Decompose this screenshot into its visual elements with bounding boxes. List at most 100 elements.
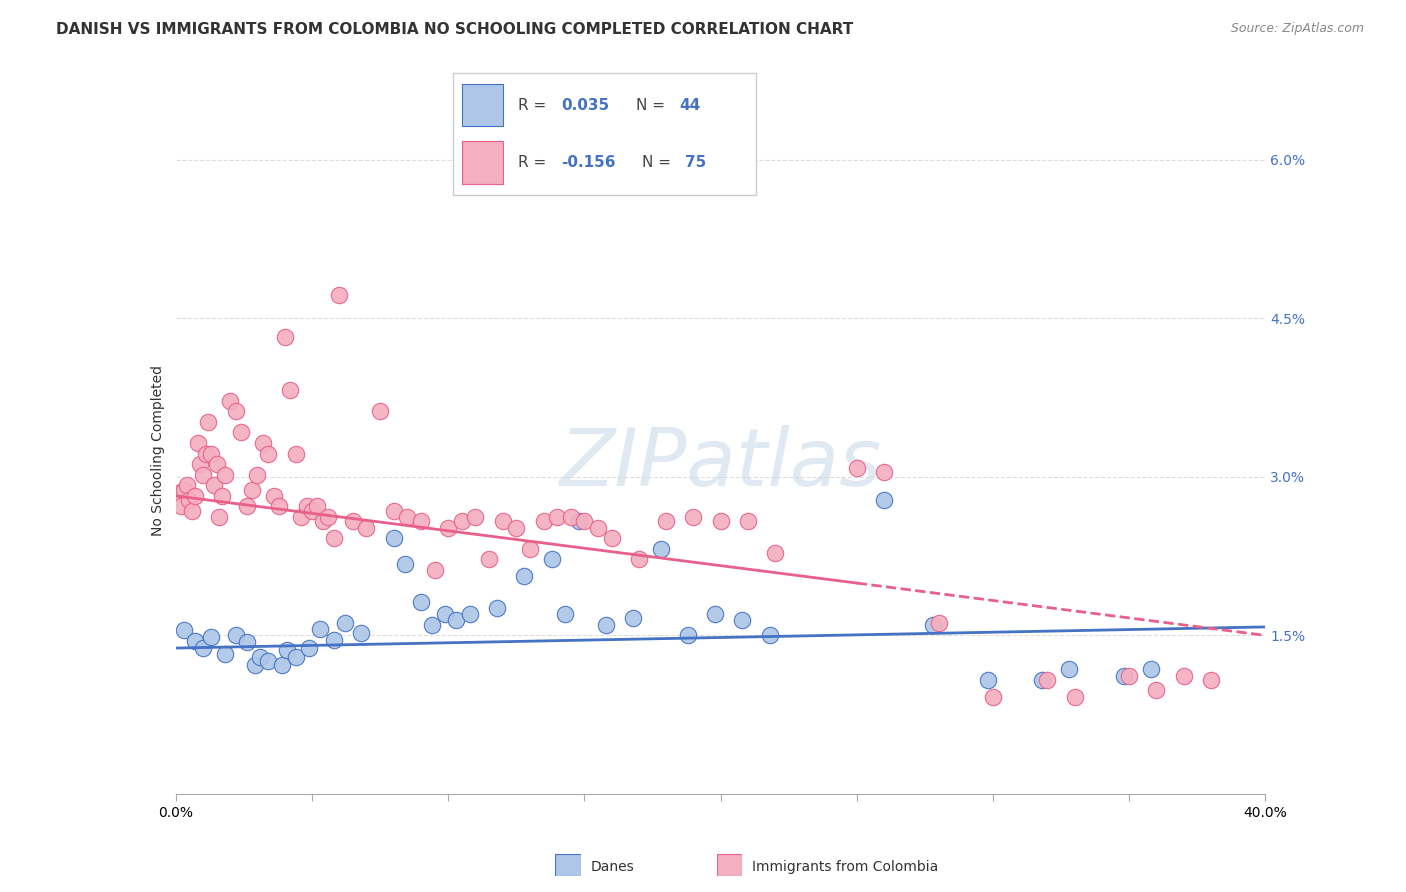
Point — [278, 383, 301, 397]
Point — [333, 615, 356, 630]
Point — [301, 504, 323, 518]
Point — [650, 541, 672, 556]
Point — [981, 690, 1004, 704]
Point — [235, 634, 257, 648]
Point — [214, 467, 236, 482]
Point — [486, 601, 509, 615]
FancyBboxPatch shape — [463, 141, 502, 184]
Point — [758, 628, 780, 642]
Point — [409, 594, 432, 608]
Point — [184, 633, 207, 648]
FancyBboxPatch shape — [453, 72, 756, 195]
Point — [350, 626, 373, 640]
Point — [249, 649, 271, 664]
Point — [181, 504, 204, 518]
Text: DANISH VS IMMIGRANTS FROM COLOMBIA NO SCHOOLING COMPLETED CORRELATION CHART: DANISH VS IMMIGRANTS FROM COLOMBIA NO SC… — [56, 22, 853, 37]
Point — [1118, 668, 1140, 682]
Point — [737, 514, 759, 528]
Point — [763, 546, 786, 560]
Point — [322, 531, 344, 545]
Text: Source: ZipAtlas.com: Source: ZipAtlas.com — [1230, 22, 1364, 36]
Point — [450, 514, 472, 528]
Point — [295, 500, 318, 514]
Point — [170, 500, 193, 514]
Point — [464, 510, 486, 524]
Point — [173, 623, 195, 637]
Y-axis label: No Schooling Completed: No Schooling Completed — [150, 365, 165, 536]
Point — [194, 447, 217, 461]
Point — [173, 483, 195, 497]
Point — [478, 552, 501, 566]
Point — [1199, 673, 1222, 687]
Point — [621, 611, 644, 625]
Point — [167, 485, 190, 500]
Point — [356, 520, 378, 534]
Point — [307, 500, 329, 514]
Point — [546, 510, 568, 524]
Point — [1036, 673, 1059, 687]
Text: ZIPatlas: ZIPatlas — [560, 425, 882, 503]
Point — [568, 514, 591, 528]
Point — [409, 514, 432, 528]
Point — [202, 478, 225, 492]
Point — [191, 467, 214, 482]
Point — [184, 489, 207, 503]
Point — [560, 510, 582, 524]
Point — [554, 607, 576, 622]
Point — [318, 510, 340, 524]
Point — [655, 514, 678, 528]
Point — [179, 493, 201, 508]
FancyBboxPatch shape — [463, 84, 502, 127]
Point — [243, 657, 266, 672]
FancyBboxPatch shape — [555, 854, 581, 876]
Point — [263, 489, 285, 503]
Point — [382, 504, 405, 518]
Point — [420, 617, 443, 632]
Point — [845, 461, 868, 475]
Point — [1173, 668, 1195, 682]
Point — [188, 457, 211, 471]
Point — [257, 447, 280, 461]
Text: -0.156: -0.156 — [561, 155, 616, 170]
Point — [396, 510, 419, 524]
Point — [271, 657, 294, 672]
Point — [368, 404, 391, 418]
Point — [519, 541, 541, 556]
Point — [533, 514, 555, 528]
Point — [342, 514, 364, 528]
Point — [240, 483, 263, 497]
FancyBboxPatch shape — [717, 854, 742, 876]
Point — [176, 478, 198, 492]
Point — [309, 622, 332, 636]
Point — [284, 447, 307, 461]
Point — [505, 520, 527, 534]
Text: N =: N = — [641, 155, 675, 170]
Point — [873, 465, 896, 479]
Point — [540, 552, 562, 566]
Point — [704, 607, 727, 622]
Text: Danes: Danes — [591, 860, 634, 874]
Point — [437, 520, 460, 534]
Point — [205, 457, 228, 471]
Point — [225, 404, 247, 418]
Point — [382, 531, 405, 545]
Point — [197, 415, 219, 429]
Point — [513, 569, 536, 583]
Point — [1031, 673, 1053, 687]
Point — [595, 617, 617, 632]
Point — [1146, 683, 1168, 698]
Text: R =: R = — [517, 155, 551, 170]
Point — [200, 631, 222, 645]
Text: 75: 75 — [685, 155, 706, 170]
Text: 0.035: 0.035 — [561, 97, 609, 112]
Point — [200, 447, 222, 461]
Point — [1063, 690, 1085, 704]
Point — [458, 607, 481, 622]
Point — [873, 493, 896, 508]
Point — [976, 673, 998, 687]
Point — [627, 552, 650, 566]
Point — [225, 628, 247, 642]
Point — [284, 649, 307, 664]
Point — [928, 615, 950, 630]
Point — [252, 436, 274, 450]
